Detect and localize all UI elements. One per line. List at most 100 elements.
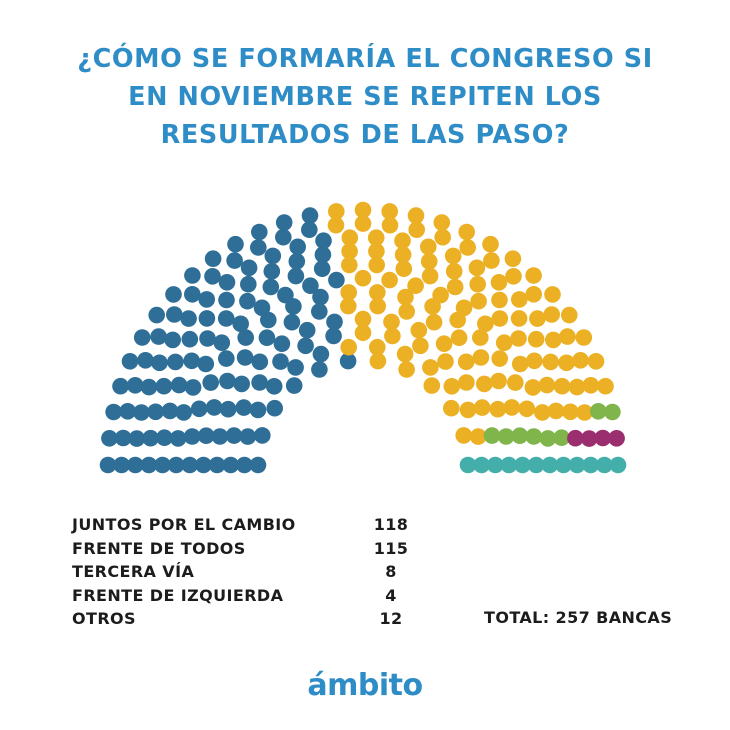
seat-frente-de-todos — [394, 246, 412, 263]
seat-juntos-por-el-cambio — [217, 310, 235, 327]
seat-frente-de-todos — [587, 353, 605, 370]
seat-juntos-por-el-cambio — [236, 349, 254, 366]
seat-juntos-por-el-cambio — [287, 359, 304, 376]
seat-juntos-por-el-cambio — [289, 238, 307, 256]
seat-juntos-por-el-cambio — [175, 404, 192, 421]
seat-frente-de-todos — [542, 353, 559, 371]
seat-frente-de-todos — [450, 329, 468, 347]
seat-frente-de-todos — [483, 252, 500, 269]
seat-juntos-por-el-cambio — [199, 330, 216, 347]
seat-juntos-por-el-cambio — [197, 355, 215, 373]
seat-juntos-por-el-cambio — [226, 252, 243, 269]
seat-frente-de-todos — [597, 377, 614, 395]
seat-juntos-por-el-cambio — [114, 429, 132, 447]
seat-juntos-por-el-cambio — [184, 379, 202, 396]
seat-juntos-por-el-cambio — [151, 354, 168, 372]
seat-frente-de-todos — [561, 306, 578, 324]
seat-frente-de-todos — [327, 216, 345, 234]
seat-frente-de-todos — [425, 313, 443, 331]
seat-juntos-por-el-cambio — [240, 259, 258, 277]
seat-juntos-por-el-cambio — [222, 456, 239, 474]
seat-juntos-por-el-cambio — [264, 247, 282, 265]
seat-juntos-por-el-cambio — [155, 377, 173, 395]
seat-juntos-por-el-cambio — [161, 402, 179, 420]
seat-frente-de-todos — [543, 306, 560, 323]
seat-frente-de-todos — [435, 335, 453, 353]
seat-juntos-por-el-cambio — [311, 361, 328, 378]
seat-juntos-por-el-cambio — [298, 321, 316, 339]
seat-frente-de-todos — [482, 235, 499, 253]
seat-frente-de-todos — [477, 315, 494, 333]
seat-juntos-por-el-cambio — [273, 335, 291, 353]
seat-juntos-por-el-cambio — [218, 274, 236, 291]
seat-juntos-por-el-cambio — [167, 353, 184, 371]
seat-juntos-por-el-cambio — [204, 250, 222, 267]
seat-juntos-por-el-cambio — [302, 277, 319, 295]
seat-juntos-por-el-cambio — [140, 378, 158, 396]
seat-frente-de-todos — [470, 292, 487, 310]
legend-label: OTROS — [72, 609, 136, 628]
seat-frente-de-todos — [491, 291, 508, 309]
seat-juntos-por-el-cambio — [301, 207, 319, 224]
seat-juntos-por-el-cambio — [287, 267, 305, 285]
seat-juntos-por-el-cambio — [260, 311, 277, 329]
seat-juntos-por-el-cambio — [165, 286, 182, 303]
seat-tercera-via — [497, 428, 515, 445]
seat-frente-de-todos — [511, 291, 528, 308]
seat-frente-de-todos — [354, 324, 372, 342]
seat-frente-de-todos — [341, 243, 358, 260]
seat-frente-de-todos — [490, 274, 508, 291]
seat-frente-de-todos — [354, 201, 372, 219]
seat-frente-de-todos — [341, 256, 358, 274]
title-line: EN NOVIEMBRE SE REPITEN LOS — [128, 82, 602, 112]
seat-frente-de-todos — [381, 271, 398, 289]
seat-frente-de-todos — [367, 229, 385, 246]
seat-juntos-por-el-cambio — [208, 456, 226, 474]
seat-frente-de-todos — [398, 303, 416, 320]
seat-frente-de-todos — [538, 376, 556, 394]
seat-frente-de-todos — [381, 203, 399, 220]
seat-juntos-por-el-cambio — [249, 401, 267, 419]
seat-frente-de-todos — [328, 203, 345, 220]
seat-juntos-por-el-cambio — [288, 253, 306, 270]
seat-frente-de-todos — [457, 353, 475, 371]
seat-frente-de-todos — [354, 269, 372, 287]
seat-juntos-por-el-cambio — [137, 352, 154, 369]
seat-frente-de-todos — [369, 297, 387, 315]
seat-frente-de-todos — [384, 327, 401, 345]
seat-frente-de-todos — [434, 228, 452, 246]
seat-frente-de-todos — [432, 286, 449, 304]
legend-label: FRENTE DE IZQUIERDA — [72, 585, 284, 605]
seat-juntos-por-el-cambio — [263, 263, 281, 280]
seat-juntos-por-el-cambio — [326, 313, 343, 331]
seat-juntos-por-el-cambio — [119, 403, 136, 420]
seat-tercera-via — [590, 403, 607, 420]
seat-juntos-por-el-cambio — [184, 286, 201, 303]
seat-juntos-por-el-cambio — [240, 275, 257, 293]
seat-juntos-por-el-cambio — [181, 456, 199, 474]
seat-frente-de-todos — [369, 284, 386, 301]
seat-frente-de-todos — [398, 361, 415, 378]
seat-juntos-por-el-cambio — [213, 334, 231, 352]
seat-frente-de-todos — [420, 253, 438, 270]
seat-frente-de-todos — [445, 263, 463, 280]
seat-juntos-por-el-cambio — [312, 345, 330, 363]
seat-otros — [487, 456, 504, 474]
seat-frente-de-todos — [505, 268, 522, 285]
seat-juntos-por-el-cambio — [211, 428, 229, 445]
seat-juntos-por-el-cambio — [184, 267, 201, 284]
seat-frente-de-izquierda — [567, 429, 584, 447]
seat-juntos-por-el-cambio — [154, 456, 171, 474]
legend-value: 12 — [379, 609, 403, 628]
seat-frente-de-todos — [443, 378, 461, 395]
seat-juntos-por-el-cambio — [225, 427, 243, 444]
seat-juntos-por-el-cambio — [232, 315, 249, 333]
brand-logo: ámbito — [307, 668, 423, 703]
seat-otros — [596, 456, 613, 474]
seat-frente-de-todos — [420, 238, 437, 256]
seat-juntos-por-el-cambio — [150, 328, 167, 345]
seat-juntos-por-el-cambio — [251, 353, 269, 371]
seat-frente-de-todos — [534, 404, 551, 421]
seat-frente-de-todos — [472, 349, 490, 366]
